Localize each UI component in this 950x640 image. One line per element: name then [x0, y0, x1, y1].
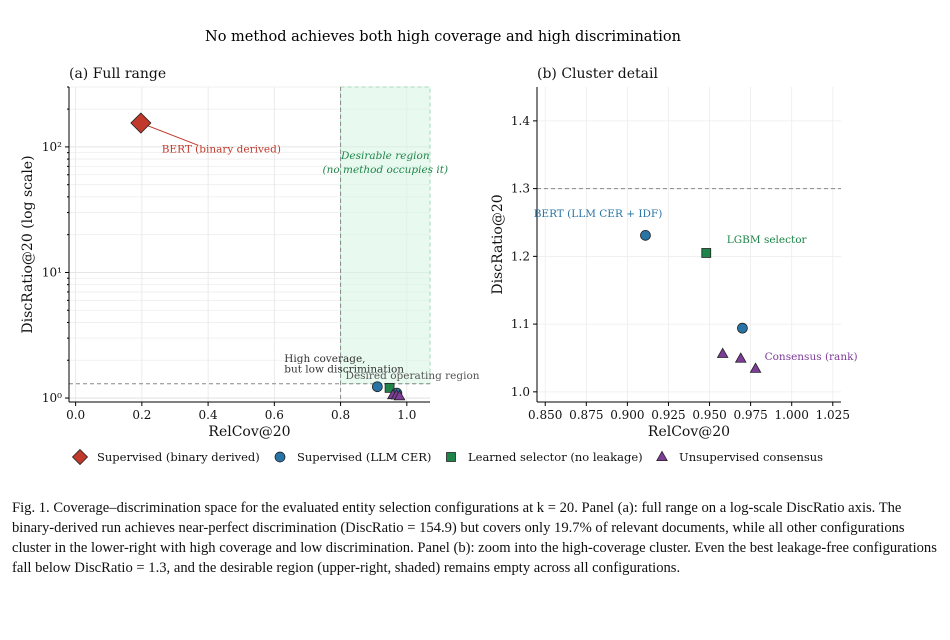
legend: Supervised (binary derived) Supervised (L… — [71, 448, 823, 466]
panel-a-xtick-label: 0.4 — [199, 408, 218, 422]
panel-a-point — [371, 381, 383, 393]
desirable-region-sublabel: (no method occupies it) — [322, 164, 448, 176]
panel-b-ytick-label: 1.3 — [511, 182, 530, 196]
panel-a-ytick-label: 10¹ — [42, 265, 62, 279]
panel-a-xtick-label: 0.0 — [66, 408, 85, 422]
panel-a-annotation: Desired operating region — [346, 370, 480, 382]
panel-b-annotation: LGBM selector — [727, 234, 808, 246]
panel-a-xtick-label: 0.6 — [265, 408, 284, 422]
panel-b-xtick-label: 0.900 — [610, 408, 644, 422]
panel-b-ytick-label: 1.0 — [511, 385, 530, 399]
panel-b-ytick-label: 1.2 — [511, 249, 530, 263]
panel-a-annotation: BERT (binary derived) — [162, 144, 281, 156]
figure-canvas: No method achieves both high coverage an… — [20, 29, 858, 466]
panel-b-ylabel: DiscRatio@20 — [490, 194, 506, 294]
panel-b-point — [640, 229, 651, 241]
panel-a-xtick-label: 0.2 — [132, 408, 151, 422]
panel-b-point — [734, 352, 747, 363]
desirable-region-label: Desirable region — [340, 150, 430, 162]
legend-label: Supervised (binary derived) — [97, 450, 260, 464]
panel-b-ytick-label: 1.4 — [511, 114, 530, 128]
panel-b-annotation: Consensus (rank) — [765, 351, 858, 363]
panel-b-xtick-label: 0.950 — [692, 408, 726, 422]
legend-marker — [446, 452, 456, 462]
panel-b-point — [737, 322, 748, 334]
panel-a-ytick-label: 10² — [42, 140, 62, 154]
figure-caption: Fig. 1. Coverage–discrimination space fo… — [12, 500, 937, 576]
legend-marker — [71, 448, 89, 466]
legend-label: Learned selector (no leakage) — [468, 450, 643, 464]
panel-a: (a) Full range Desirable region (no method… — [20, 66, 480, 440]
panel-a-annotation: High coverage, — [284, 353, 365, 365]
panel-a-ylabel: DiscRatio@20 (log scale) — [20, 155, 36, 333]
panel-b-annotation: BERT (LLM CER + IDF) — [534, 208, 663, 220]
panel-b-xtick-label: 0.875 — [569, 408, 603, 422]
panel-a-xlabel: RelCov@20 — [208, 424, 290, 440]
panel-a-point — [393, 389, 406, 401]
panel-b-point — [701, 248, 712, 258]
panel-b-title: (b) Cluster detail — [537, 66, 658, 82]
panel-b-xtick-label: 1.000 — [775, 408, 809, 422]
legend-label: Unsupervised consensus — [679, 450, 823, 464]
panel-b-point — [716, 347, 729, 358]
panel-b-xlabel: RelCov@20 — [648, 424, 730, 440]
figure-suptitle: No method achieves both high coverage an… — [205, 29, 681, 45]
bert-annotation-arrow — [140, 122, 199, 146]
panel-b-xtick-label: 0.975 — [733, 408, 767, 422]
panel-b-ytick-label: 1.1 — [511, 317, 530, 331]
panel-a-title: (a) Full range — [69, 66, 166, 82]
panel-b-xtick-label: 0.850 — [528, 408, 562, 422]
panel-b-xtick-label: 1.025 — [816, 408, 850, 422]
panel-a-xtick-label: 1.0 — [397, 408, 416, 422]
legend-marker — [274, 451, 286, 463]
legend-marker — [656, 450, 668, 462]
panel-a-point — [130, 112, 152, 134]
legend-label: Supervised (LLM CER) — [297, 450, 431, 464]
desirable-region — [340, 86, 431, 385]
panel-b: (b) Cluster detail 0.850 0.875 0.900 0.925 0.… — [490, 66, 858, 440]
panel-b-point — [749, 362, 762, 373]
panel-b-xtick-label: 0.925 — [651, 408, 685, 422]
panel-a-ytick-label: 10⁰ — [42, 391, 62, 405]
panel-a-xtick-label: 0.8 — [331, 408, 350, 422]
panel-a-point — [384, 382, 395, 393]
panel-a-annotation: but low discrimination — [284, 363, 404, 375]
